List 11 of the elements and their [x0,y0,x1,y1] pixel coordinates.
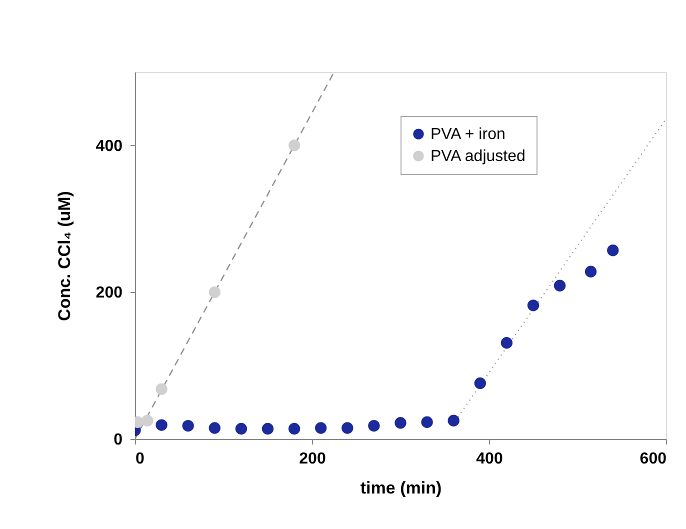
x-tick-label: 200 [299,450,326,468]
x-axis-title: time (min) [360,478,442,498]
y-tick-label: 0 [114,432,123,448]
y-axis-title: Conc. CCl₄ (uM) [54,191,74,321]
y-tick-label: 200 [96,284,123,302]
legend-label: PVA adjusted [430,148,526,166]
x-tick-label: 600 [640,450,667,468]
x-tick-label: 400 [476,450,503,468]
x-tick-label: 0 [136,450,144,468]
legend-label: PVA + iron [430,126,506,144]
y-tick-label: 400 [96,138,123,155]
